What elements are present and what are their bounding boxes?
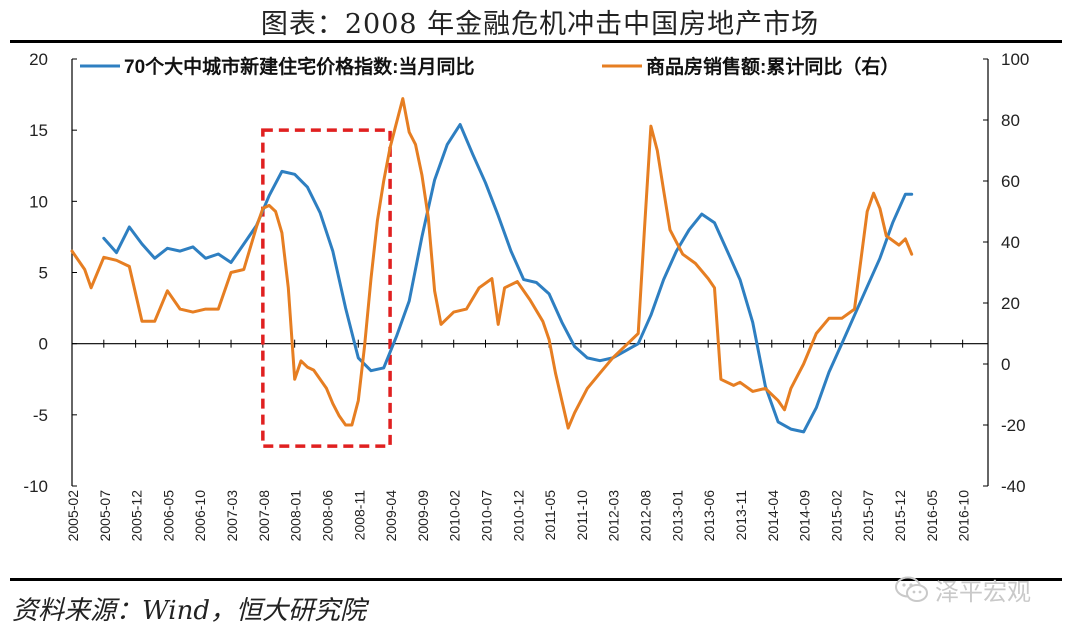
x-tick-label: 2014-04 [765, 490, 781, 542]
x-tick-label: 2011-05 [542, 490, 558, 541]
legend-label-2: 商品房销售额:累计同比（右） [646, 55, 899, 78]
x-tick-label: 2015-12 [892, 490, 908, 542]
series-line-1 [102, 123, 914, 434]
x-tick-label: 2005-07 [97, 490, 113, 542]
x-tick-label: 2015-02 [828, 490, 844, 542]
right-tick-label: 60 [1001, 172, 1020, 191]
watermark-text: 泽平宏观 [935, 578, 1031, 606]
x-tick-label: 2007-03 [224, 490, 240, 542]
x-tick-label: 2006-05 [160, 490, 176, 542]
right-tick-label: 100 [1001, 50, 1029, 69]
x-tick-label: 2009-04 [383, 490, 399, 542]
x-tick-label: 2013-06 [701, 490, 717, 542]
x-tick-label: 2010-07 [479, 490, 495, 542]
x-tick-label: 2016-05 [924, 490, 940, 542]
left-tick-label: 20 [29, 50, 48, 69]
x-tick-label: 2013-01 [669, 490, 685, 542]
legend-label-1: 70个大中城市新建住宅价格指数:当月同比 [124, 55, 474, 78]
x-tick-label: 2006-10 [192, 490, 208, 542]
right-tick-label: 80 [1001, 111, 1020, 130]
left-tick-label: -5 [33, 406, 48, 425]
x-tick-label: 2007-08 [256, 490, 272, 542]
x-tick-label: 2008-11 [351, 490, 367, 541]
right-tick-label: -40 [1001, 477, 1026, 496]
right-tick-label: 40 [1001, 233, 1020, 252]
right-tick-label: -20 [1001, 416, 1026, 435]
right-tick-label: 20 [1001, 294, 1020, 313]
bottom-rule [10, 578, 1062, 581]
watermark: 泽平宏观 [895, 572, 1031, 607]
x-tick-label: 2010-02 [447, 490, 463, 542]
left-tick-label: 10 [29, 192, 48, 211]
wechat-icon [895, 576, 928, 602]
right-tick-label: 0 [1001, 355, 1010, 374]
line-chart: -10 -5 0 5 10 15 20 -40 -20 0 20 40 60 80 100 2005-02 20… [23, 50, 1029, 542]
chart-title: 图表：2008 年金融危机冲击中国房地产市场 [260, 9, 820, 40]
x-tick-label: 2012-03 [606, 490, 622, 542]
left-tick-label: 5 [39, 264, 48, 283]
x-tick-label: 2009-09 [415, 490, 431, 542]
x-tick-label: 2011-10 [574, 490, 590, 541]
x-tick-label: 2016-10 [956, 490, 972, 542]
left-tick-label: -10 [23, 477, 48, 496]
x-tick-label: 2015-07 [860, 490, 876, 542]
left-tick-label: 0 [39, 335, 48, 354]
x-tick-label: 2005-02 [65, 490, 81, 542]
x-tick-label: 2012-08 [638, 490, 654, 542]
top-rule [10, 40, 1062, 43]
x-tick-label: 2013-11 [733, 490, 749, 541]
x-tick-label: 2008-01 [288, 490, 304, 542]
x-tick-label: 2010-12 [510, 490, 526, 542]
series-line-2 [70, 97, 914, 430]
left-tick-label: 15 [29, 121, 48, 140]
x-tick-label: 2005-12 [129, 490, 145, 542]
crisis-highlight-box [261, 128, 392, 448]
source-note: 资料来源：Wind，恒大研究院 [12, 596, 366, 626]
x-tick-label: 2008-06 [319, 490, 335, 542]
x-tick-label: 2014-09 [797, 490, 813, 542]
